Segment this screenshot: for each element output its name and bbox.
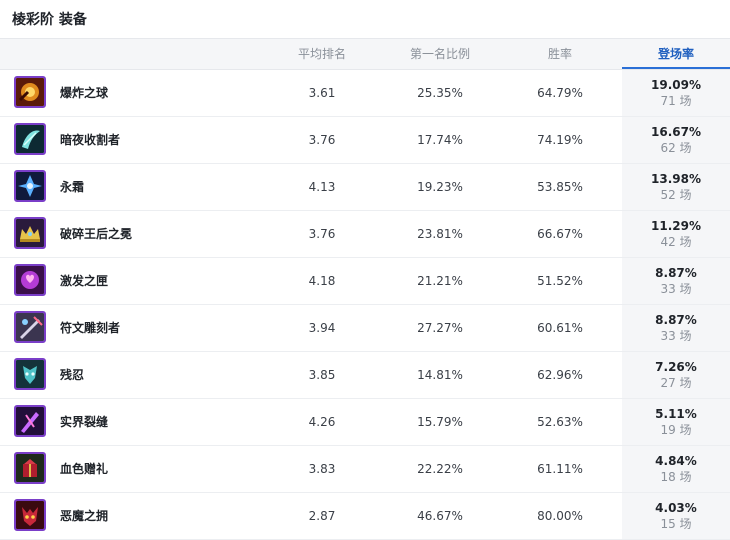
games-count: 19 场 bbox=[660, 423, 692, 437]
item-name: 实界裂缝 bbox=[60, 415, 109, 429]
column-header-avg-rank[interactable]: 平均排名 bbox=[297, 47, 346, 61]
items-table-body: 爆炸之球 3.61 25.35% 64.79% 19.09% 71 场 暗夜收割… bbox=[0, 70, 730, 540]
win-rate-value: 53.85% bbox=[537, 180, 583, 194]
exciting-box-icon bbox=[14, 264, 46, 296]
rune-carver-icon bbox=[14, 311, 46, 343]
win-rate-value: 52.63% bbox=[537, 415, 583, 429]
pick-rate-cell: 7.26% 27 场 bbox=[622, 352, 730, 398]
pick-rate-value: 7.26% bbox=[655, 360, 697, 374]
win-rate-value: 61.11% bbox=[537, 462, 583, 476]
item-name: 残忍 bbox=[60, 368, 85, 382]
pick-rate-cell: 11.29% 42 场 bbox=[622, 211, 730, 257]
games-count: 15 场 bbox=[660, 517, 692, 531]
avg-rank-value: 4.26 bbox=[308, 415, 336, 429]
everfrost-icon bbox=[14, 170, 46, 202]
panel-title: 棱彩阶 装备 bbox=[12, 12, 87, 28]
reality-fracture-icon bbox=[14, 405, 46, 437]
games-count: 33 场 bbox=[660, 329, 692, 343]
panel-header: 棱彩阶 装备 bbox=[0, 0, 730, 39]
table-row[interactable]: 暗夜收割者 3.76 17.74% 74.19% 16.67% 62 场 bbox=[0, 117, 730, 164]
night-harvester-icon bbox=[14, 123, 46, 155]
pick-rate-cell: 4.03% 15 场 bbox=[622, 493, 730, 539]
pick-rate-value: 13.98% bbox=[651, 172, 701, 186]
column-header-first-rate[interactable]: 第一名比例 bbox=[409, 47, 470, 61]
table-row[interactable]: 残忍 3.85 14.81% 62.96% 7.26% 27 场 bbox=[0, 352, 730, 399]
games-count: 71 场 bbox=[660, 94, 692, 108]
demonic-embrace-icon bbox=[14, 499, 46, 531]
item-name: 爆炸之球 bbox=[60, 86, 109, 100]
pick-rate-cell: 5.11% 19 场 bbox=[622, 399, 730, 445]
table-row[interactable]: 永霜 4.13 19.23% 53.85% 13.98% 52 场 bbox=[0, 164, 730, 211]
first-rate-value: 46.67% bbox=[417, 509, 463, 523]
win-rate-value: 60.61% bbox=[537, 321, 583, 335]
first-rate-value: 15.79% bbox=[417, 415, 463, 429]
item-name: 暗夜收割者 bbox=[60, 133, 121, 147]
avg-rank-value: 4.18 bbox=[308, 274, 336, 288]
table-row[interactable]: 血色赠礼 3.83 22.22% 61.11% 4.84% 18 场 bbox=[0, 446, 730, 493]
item-name: 恶魔之拥 bbox=[60, 509, 109, 523]
first-rate-value: 21.21% bbox=[417, 274, 463, 288]
games-count: 33 场 bbox=[660, 282, 692, 296]
table-row[interactable]: 破碎王后之冕 3.76 23.81% 66.67% 11.29% 42 场 bbox=[0, 211, 730, 258]
table-row[interactable]: 实界裂缝 4.26 15.79% 52.63% 5.11% 19 场 bbox=[0, 399, 730, 446]
games-count: 27 场 bbox=[660, 376, 692, 390]
table-row[interactable]: 激发之匣 4.18 21.21% 51.52% 8.87% 33 场 bbox=[0, 258, 730, 305]
games-count: 52 场 bbox=[660, 188, 692, 202]
pick-rate-value: 5.11% bbox=[655, 407, 697, 421]
item-name: 符文雕刻者 bbox=[60, 321, 121, 335]
avg-rank-value: 2.87 bbox=[308, 509, 336, 523]
first-rate-value: 23.81% bbox=[417, 227, 463, 241]
avg-rank-value: 4.13 bbox=[308, 180, 336, 194]
games-count: 18 场 bbox=[660, 470, 692, 484]
item-name: 破碎王后之冕 bbox=[60, 227, 133, 241]
pick-rate-cell: 4.84% 18 场 bbox=[622, 446, 730, 492]
games-count: 42 场 bbox=[660, 235, 692, 249]
item-name: 激发之匣 bbox=[60, 274, 109, 288]
column-header-win-rate[interactable]: 胜率 bbox=[547, 47, 572, 61]
first-rate-value: 17.74% bbox=[417, 133, 463, 147]
win-rate-value: 64.79% bbox=[537, 86, 583, 100]
first-rate-value: 27.27% bbox=[417, 321, 463, 335]
table-header: 平均排名 第一名比例 胜率 登场率 bbox=[0, 39, 730, 70]
pick-rate-value: 4.84% bbox=[655, 454, 697, 468]
games-count: 62 场 bbox=[660, 141, 692, 155]
shattered-queens-crown-icon bbox=[14, 217, 46, 249]
win-rate-value: 62.96% bbox=[537, 368, 583, 382]
pick-rate-value: 19.09% bbox=[651, 78, 701, 92]
win-rate-value: 51.52% bbox=[537, 274, 583, 288]
pick-rate-value: 11.29% bbox=[651, 219, 701, 233]
avg-rank-value: 3.76 bbox=[308, 227, 336, 241]
pick-rate-value: 8.87% bbox=[655, 266, 697, 280]
pick-rate-cell: 13.98% 52 场 bbox=[622, 164, 730, 210]
first-rate-value: 19.23% bbox=[417, 180, 463, 194]
explosive-orb-icon bbox=[14, 76, 46, 108]
item-name: 血色赠礼 bbox=[60, 462, 109, 476]
avg-rank-value: 3.83 bbox=[308, 462, 336, 476]
pick-rate-cell: 16.67% 62 场 bbox=[622, 117, 730, 163]
item-name: 永霜 bbox=[60, 180, 85, 194]
first-rate-value: 22.22% bbox=[417, 462, 463, 476]
avg-rank-value: 3.76 bbox=[308, 133, 336, 147]
table-row[interactable]: 爆炸之球 3.61 25.35% 64.79% 19.09% 71 场 bbox=[0, 70, 730, 117]
table-row[interactable]: 恶魔之拥 2.87 46.67% 80.00% 4.03% 15 场 bbox=[0, 493, 730, 540]
win-rate-value: 80.00% bbox=[537, 509, 583, 523]
pick-rate-cell: 19.09% 71 场 bbox=[622, 70, 730, 116]
win-rate-value: 74.19% bbox=[537, 133, 583, 147]
win-rate-value: 66.67% bbox=[537, 227, 583, 241]
pick-rate-value: 16.67% bbox=[651, 125, 701, 139]
crimson-gift-icon bbox=[14, 452, 46, 484]
first-rate-value: 25.35% bbox=[417, 86, 463, 100]
column-header-pick-rate[interactable]: 登场率 bbox=[622, 39, 730, 69]
pick-rate-value: 4.03% bbox=[655, 501, 697, 515]
avg-rank-value: 3.61 bbox=[308, 86, 336, 100]
pick-rate-value: 8.87% bbox=[655, 313, 697, 327]
avg-rank-value: 3.94 bbox=[308, 321, 336, 335]
pick-rate-cell: 8.87% 33 场 bbox=[622, 258, 730, 304]
table-row[interactable]: 符文雕刻者 3.94 27.27% 60.61% 8.87% 33 场 bbox=[0, 305, 730, 352]
avg-rank-value: 3.85 bbox=[308, 368, 336, 382]
first-rate-value: 14.81% bbox=[417, 368, 463, 382]
cruelty-icon bbox=[14, 358, 46, 390]
pick-rate-cell: 8.87% 33 场 bbox=[622, 305, 730, 351]
